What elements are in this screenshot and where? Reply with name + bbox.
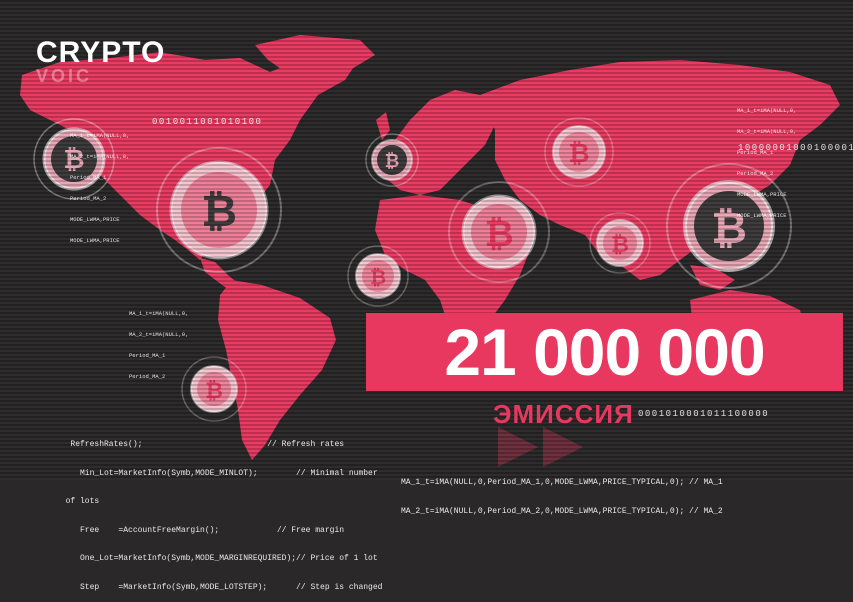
code-block-top-right: MA_1_t=iMA(NULL,0, MA_2_t=iMA(NULL,0, Pe… <box>737 93 796 226</box>
code-line: Period_MA_2 <box>737 170 774 177</box>
bitcoin-coin-7: ₿ <box>666 163 792 289</box>
code-line: MODE_LWMA,PRICE <box>70 216 120 223</box>
bitcoin-coin-4: ₿ <box>544 117 614 187</box>
bitcoin-icon: ₿ <box>711 204 747 253</box>
bitcoin-icon: ₿ <box>63 144 84 174</box>
bitcoin-icon: ₿ <box>484 213 513 254</box>
code-line: Period_MA_2 <box>70 195 107 202</box>
greenland-shape <box>255 35 375 80</box>
code-line: Period_MA_1 <box>737 149 774 156</box>
emission-amount: 21 000 000 <box>444 315 765 389</box>
europe-shape <box>385 90 500 195</box>
code-block-top-left: MA_1_t=iMA(NULL,0, MA_2_t=iMA(NULL,0, Pe… <box>70 118 129 251</box>
code-line: MA_1_t=iMA(NULL,0, <box>737 107 797 114</box>
indonesia-shape <box>690 265 735 290</box>
code-line: MA_1_t=iMA(NULL,0,Period_MA_1,0,MODE_LWM… <box>401 478 723 487</box>
world-map: ₿ ₿ ₿ ₿ ₿ ₿ ₿ <box>20 35 840 460</box>
bitcoin-coin-5: ₿ <box>448 181 550 283</box>
bitcoin-icon: ₿ <box>611 232 629 257</box>
bitcoin-icon: ₿ <box>201 187 237 236</box>
code-line: One_Lot=MarketInfo(Symb,MODE_MARGINREQUI… <box>56 554 378 563</box>
binary-string-top-right: 10000001000100001 <box>738 143 853 153</box>
fast-forward-icon <box>498 427 583 467</box>
code-line: MA_1_t=iMA(NULL,0, <box>129 310 189 317</box>
emission-amount-box: 21 000 000 <box>366 313 843 391</box>
bitcoin-icon: ₿ <box>370 267 386 289</box>
code-line: Period_MA_1 <box>70 174 107 181</box>
code-line: MODE_LWMA,PRICE <box>70 237 120 244</box>
bitcoin-icon: ₿ <box>568 138 589 168</box>
code-line: Step =MarketInfo(Symb,MODE_LOTSTEP); // … <box>56 582 383 592</box>
bitcoin-coin-2: ₿ <box>156 147 282 273</box>
logo-subtitle: VOIC <box>36 66 93 86</box>
code-line: Period_MA_2 <box>129 373 166 380</box>
bitcoin-coin-1: ₿ <box>33 118 115 200</box>
emission-label: ЭМИССИЯ <box>493 399 634 429</box>
north-america-shape <box>20 50 360 260</box>
code-line: MA_2_t=iMA(NULL,0,Period_MA_2,0,MODE_LWM… <box>401 506 723 516</box>
binary-string-top-left: 0010011001010100 <box>152 117 263 127</box>
asia-shape <box>480 60 840 280</box>
code-line: MA_2_t=iMA(NULL,0, <box>70 153 130 160</box>
code-line: Period_MA_1 <box>129 352 166 359</box>
code-line: MA_2_t=iMA(NULL,0, <box>129 331 189 338</box>
code-line: MODE_LWMA,PRICE <box>737 212 787 219</box>
code-line: MA_1_t=iMA(NULL,0, <box>70 132 130 139</box>
south-america-shape <box>218 280 336 460</box>
code-line: RefreshRates(); // Refresh rates <box>56 440 345 449</box>
uk-shape <box>376 112 390 140</box>
code-block-bottom-left: RefreshRates(); // Refresh rates Min_Lot… <box>56 421 383 602</box>
code-line: MODE_LWMA,PRICE <box>737 191 787 198</box>
logo-title: CRYPTO <box>36 36 166 69</box>
code-line: Min_Lot=MarketInfo(Symb,MODE_MINLOT); //… <box>56 468 378 478</box>
bitcoin-coin-9: ₿ <box>181 356 247 422</box>
binary-string-bottom-right: 0001010001011100000 <box>638 409 770 419</box>
bitcoin-icon: ₿ <box>385 151 400 171</box>
code-block-middle: MA_1_t=iMA(NULL,0, MA_2_t=iMA(NULL,0, Pe… <box>129 296 188 387</box>
bitcoin-coin-8: ₿ <box>347 245 409 307</box>
bitcoin-icon: ₿ <box>205 378 223 403</box>
code-line: of lots <box>56 497 100 506</box>
code-line: Free =AccountFreeMargin(); // Free margi… <box>56 525 345 535</box>
code-block-bottom-right: MA_1_t=iMA(NULL,0,Period_MA_1,0,MODE_LWM… <box>401 459 723 526</box>
code-line: MA_2_t=iMA(NULL,0, <box>737 128 797 135</box>
bitcoin-coin-3: ₿ <box>365 133 419 187</box>
logo: CRYPTO VOIC <box>36 38 165 87</box>
bitcoin-coin-6: ₿ <box>589 212 651 274</box>
